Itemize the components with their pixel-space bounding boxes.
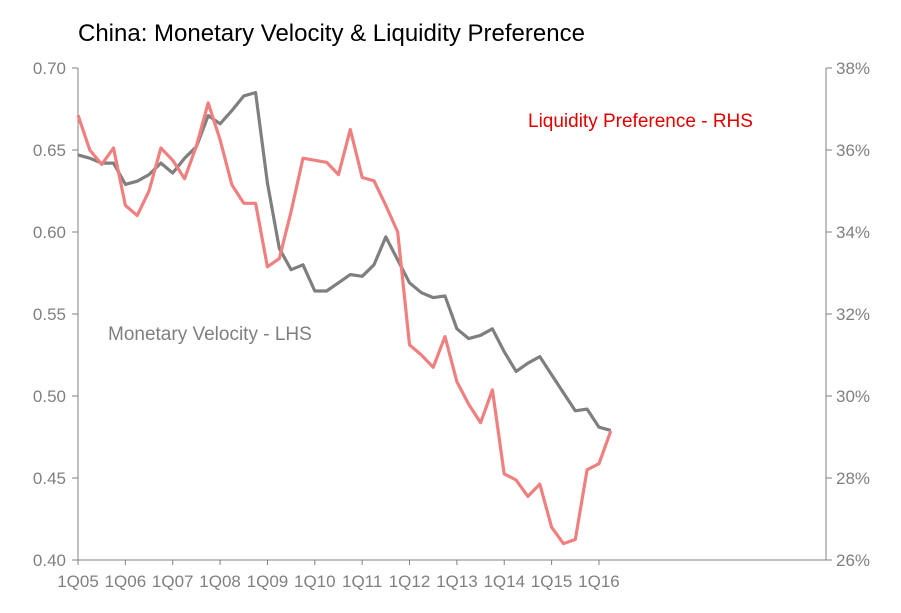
x-axis-ticks: 1Q05 1Q06 1Q07 1Q08 1Q09 1Q10 1Q11 1Q12 1Q13 1Q14…	[57, 560, 620, 591]
right-tick-label: 36%	[836, 141, 870, 160]
x-tick-label: 1Q12	[389, 572, 431, 591]
left-tick-label: 0.40	[33, 551, 66, 570]
left-axis-ticks: 0.70 0.65 0.60 0.55 0.50 0.45 0.40	[33, 59, 78, 570]
right-tick-label: 32%	[836, 305, 870, 324]
left-tick-label: 0.55	[33, 305, 66, 324]
series-label-liquidity-preference: Liquidity Preference - RHS	[528, 111, 753, 132]
left-tick-label: 0.45	[33, 469, 66, 488]
left-tick-label: 0.60	[33, 223, 66, 242]
right-tick-label: 34%	[836, 223, 870, 242]
series-label-monetary-velocity: Monetary Velocity - LHS	[108, 324, 312, 345]
x-tick-label: 1Q16	[578, 572, 620, 591]
x-tick-label: 1Q06	[105, 572, 147, 591]
x-tick-label: 1Q15	[531, 572, 573, 591]
left-tick-label: 0.50	[33, 387, 66, 406]
chart-title: China: Monetary Velocity & Liquidity Pre…	[78, 20, 585, 47]
x-tick-label: 1Q09	[247, 572, 289, 591]
right-tick-label: 28%	[836, 469, 870, 488]
x-tick-label: 1Q07	[152, 572, 194, 591]
x-tick-label: 1Q11	[342, 572, 382, 591]
right-tick-label: 38%	[836, 59, 870, 78]
series-line-monetary-velocity	[77, 90, 612, 432]
right-axis-ticks: 38% 36% 34% 32% 30% 28% 26%	[826, 59, 870, 570]
x-tick-label: 1Q08	[199, 572, 241, 591]
left-tick-label: 0.65	[33, 141, 66, 160]
x-tick-label: 1Q13	[436, 572, 478, 591]
left-tick-label: 0.70	[33, 59, 66, 78]
x-tick-label: 1Q05	[57, 572, 99, 591]
series-line-liquidity-preference	[76, 101, 613, 546]
right-tick-label: 30%	[836, 387, 870, 406]
right-tick-label: 26%	[836, 551, 870, 570]
x-tick-label: 1Q14	[483, 572, 525, 591]
x-tick-label: 1Q10	[294, 572, 336, 591]
